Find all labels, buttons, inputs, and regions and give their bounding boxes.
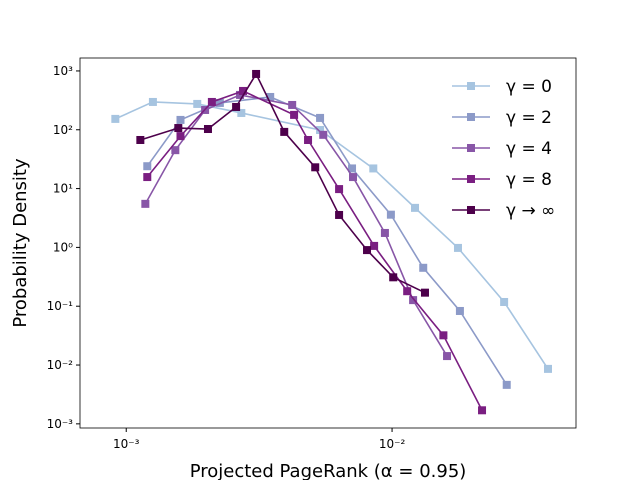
marker [193,99,202,108]
series-line [146,90,483,411]
series-line [115,101,549,370]
marker [420,288,429,297]
y-tick-label: 10⁰ [53,240,73,254]
marker [174,124,183,133]
marker [543,364,552,373]
y-tick-label: 10³ [53,64,73,78]
marker [349,173,358,182]
marker [335,185,344,194]
x-tick-label: 10⁻³ [113,437,140,451]
marker [237,108,246,117]
marker [203,125,212,134]
legend-marker [467,175,475,183]
series-line [144,94,448,357]
series-line [146,96,508,386]
marker [176,115,185,124]
legend-label: γ → ∞ [506,201,555,221]
marker [386,210,395,219]
marker [136,135,145,144]
marker [266,92,275,101]
legend-label: γ = 8 [506,170,552,190]
marker [500,297,509,306]
marker [335,210,344,219]
y-tick-label: 10⁻² [47,358,74,372]
legend-label: γ = 4 [506,139,552,159]
marker [311,163,320,172]
marker [370,241,379,250]
marker [403,287,412,296]
marker [141,199,150,208]
marker [143,162,152,171]
marker [316,126,325,135]
legend-marker [467,144,475,152]
plot-frame [79,57,577,429]
marker [111,114,120,123]
marker [239,86,248,95]
marker [409,296,418,305]
marker [148,97,157,106]
marker [380,228,389,237]
marker [363,246,372,255]
marker [316,113,325,122]
marker [288,100,297,109]
marker [443,352,452,361]
marker [389,273,398,282]
legend-marker [467,113,475,121]
marker [143,173,152,182]
y-tick-label: 10⁻¹ [47,299,74,313]
marker [411,203,420,212]
x-axis-label: Projected PageRank (α = 0.95) [190,461,467,480]
marker [478,406,487,415]
y-tick-label: 10⁻³ [47,417,74,431]
x-tick-label: 10⁻² [379,437,406,451]
marker [171,146,180,155]
marker [304,135,313,144]
marker [176,132,185,141]
marker [252,69,261,78]
y-axis-label: Probability Density [10,158,31,328]
marker [207,97,216,106]
marker [369,164,378,173]
marker [290,110,299,119]
marker [502,380,511,389]
marker [439,331,448,340]
legend-marker [467,206,475,214]
marker [419,263,428,272]
marker [453,243,462,252]
marker [348,164,357,173]
marker [319,130,328,139]
marker [232,102,241,111]
legend-marker [467,82,475,90]
y-tick-label: 10² [53,123,73,137]
y-tick-label: 10¹ [53,182,73,196]
legend-label: γ = 0 [506,77,552,97]
legend-label: γ = 2 [506,108,552,128]
marker [455,306,464,315]
series-line [140,72,426,294]
marker [280,127,289,136]
